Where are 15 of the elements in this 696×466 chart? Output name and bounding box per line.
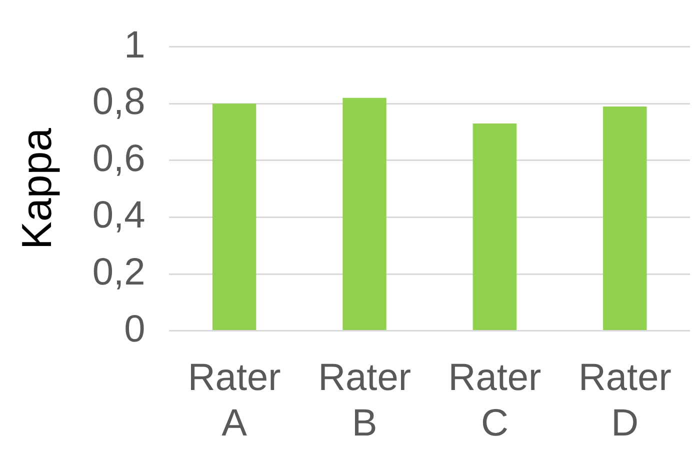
x-tick-label: Rater B — [318, 357, 412, 445]
x-tick-label: Rater D — [578, 357, 672, 445]
y-tick-label: 0,8 — [92, 81, 146, 124]
y-tick-label: 0 — [124, 308, 146, 350]
bar — [212, 104, 256, 330]
y-axis-title: Kappa — [12, 127, 60, 250]
bar — [472, 123, 517, 330]
y-tick-label: 0,4 — [92, 194, 146, 237]
x-tick-label: Rater C — [448, 357, 542, 445]
y-tick-label: 0,2 — [92, 251, 146, 294]
bar — [603, 106, 647, 330]
bar — [342, 98, 386, 330]
x-tick-label: Rater A — [188, 357, 282, 445]
y-tick-label: 1 — [124, 24, 146, 66]
y-tick-label: 0,6 — [92, 138, 146, 180]
